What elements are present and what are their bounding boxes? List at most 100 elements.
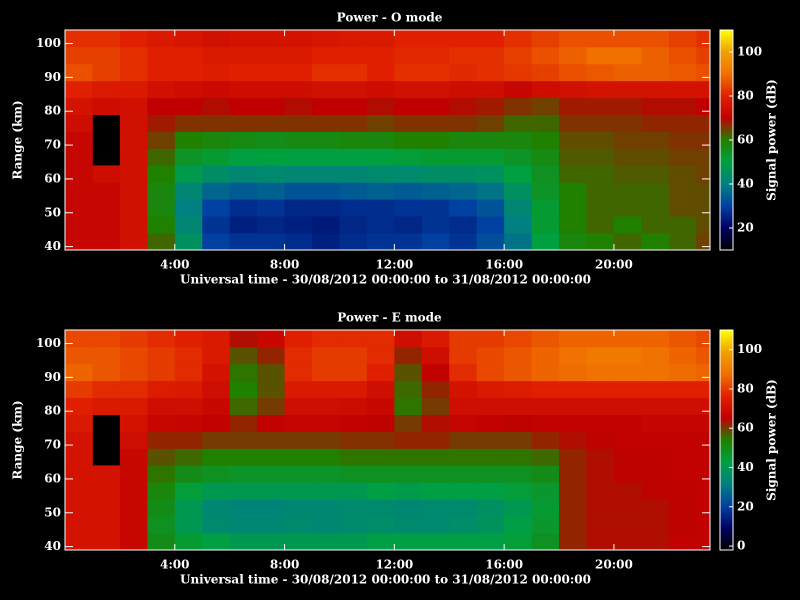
cell	[366, 330, 395, 348]
cell	[147, 397, 176, 416]
cell	[284, 482, 313, 500]
cell	[531, 465, 560, 483]
cell	[613, 516, 642, 534]
cell	[174, 131, 203, 149]
cell	[119, 182, 148, 200]
cell	[65, 499, 93, 517]
cell	[449, 165, 478, 183]
cell	[531, 363, 560, 382]
cell	[312, 182, 340, 200]
cell	[339, 516, 368, 534]
cell	[229, 499, 258, 517]
cell	[312, 380, 340, 399]
cell	[229, 216, 258, 234]
cell	[202, 465, 231, 483]
cell	[257, 363, 285, 382]
cell	[284, 380, 313, 399]
cell	[449, 131, 478, 149]
cell	[613, 363, 642, 382]
cell	[504, 97, 532, 116]
cell	[559, 346, 587, 365]
cell	[559, 533, 587, 550]
cell	[531, 199, 560, 217]
cell	[696, 233, 710, 250]
cell	[641, 148, 670, 166]
cell	[504, 182, 532, 200]
cell	[613, 97, 642, 116]
cell	[312, 165, 340, 183]
cell	[668, 63, 697, 82]
cell	[559, 182, 587, 200]
cell	[119, 233, 148, 250]
y-tick-label: 40	[44, 239, 61, 253]
cell	[641, 97, 670, 116]
cell	[586, 97, 615, 116]
cell	[229, 114, 258, 132]
cell	[257, 199, 285, 217]
cell	[449, 499, 478, 517]
cell	[504, 131, 532, 149]
cell	[449, 330, 478, 348]
cell	[174, 465, 203, 483]
cell	[119, 533, 148, 550]
cell	[696, 346, 710, 365]
cell	[229, 46, 258, 65]
cell	[641, 46, 670, 65]
cells	[65, 30, 710, 250]
y-tick-label: 90	[44, 370, 61, 384]
cell	[668, 148, 697, 166]
cell	[559, 330, 587, 348]
cell	[147, 114, 176, 132]
cell	[257, 346, 285, 365]
cell	[174, 363, 203, 382]
cell	[531, 80, 560, 99]
cell	[65, 182, 93, 200]
cell	[394, 465, 423, 483]
cell	[312, 46, 340, 65]
cell	[119, 216, 148, 234]
cell	[202, 233, 231, 250]
cell	[92, 233, 121, 250]
cell	[92, 330, 121, 348]
cell	[202, 397, 231, 416]
cell	[559, 414, 587, 432]
cell	[586, 346, 615, 365]
cell	[476, 233, 505, 250]
cell	[531, 516, 560, 534]
cell	[421, 182, 450, 200]
cell	[421, 233, 450, 250]
cell	[366, 448, 395, 466]
cell	[339, 199, 368, 217]
cell	[257, 30, 285, 48]
cell	[668, 80, 697, 99]
cell	[119, 97, 148, 116]
cell	[202, 516, 231, 534]
cell	[421, 397, 450, 416]
cell	[339, 165, 368, 183]
cell	[339, 499, 368, 517]
cell	[504, 448, 532, 466]
cell	[394, 533, 423, 550]
cell	[339, 30, 368, 48]
cell	[668, 97, 697, 116]
cell	[559, 216, 587, 234]
cell	[284, 63, 313, 82]
cell	[696, 46, 710, 65]
colorbar-tick-label: 80	[737, 89, 754, 103]
cell	[257, 533, 285, 550]
cell	[696, 431, 710, 449]
cell	[641, 380, 670, 399]
cell	[147, 431, 176, 449]
x-tick-label: 4:00	[160, 258, 189, 272]
colorbar-tick-label: 0	[737, 539, 745, 553]
cell	[449, 448, 478, 466]
cell	[668, 533, 697, 550]
cell	[284, 216, 313, 234]
cell	[174, 114, 203, 132]
cell	[65, 482, 93, 500]
cell	[202, 414, 231, 432]
cell	[449, 516, 478, 534]
cell	[586, 165, 615, 183]
cell	[421, 516, 450, 534]
cell	[202, 499, 231, 517]
